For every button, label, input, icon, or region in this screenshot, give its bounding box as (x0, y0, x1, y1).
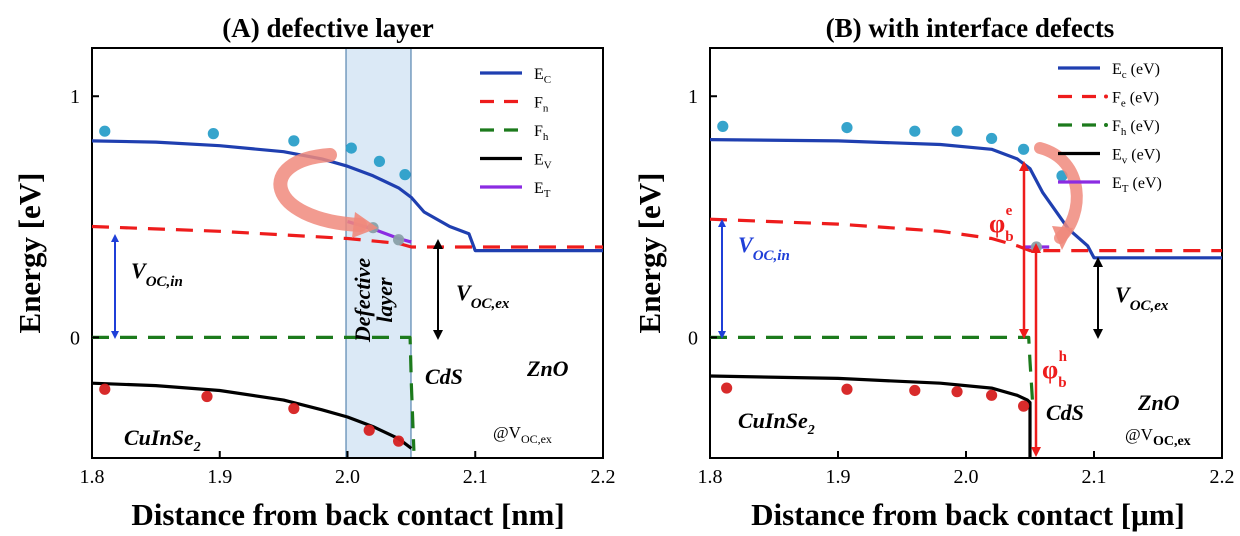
x-tick-label: 2.0 (954, 466, 979, 488)
data-point (841, 121, 853, 134)
legend-label: ET (eV) (1112, 175, 1162, 195)
panel-a-title: (A) defective layer (222, 13, 433, 43)
data-point (207, 128, 219, 140)
voc-ex-label: VOC,ex (456, 280, 510, 312)
interface-transition-arrow (1034, 142, 1083, 244)
data-point (1018, 143, 1030, 155)
data-point (951, 386, 963, 398)
phi-h-label: φbh (1042, 349, 1068, 391)
data-point (99, 383, 111, 395)
x-tick-label: 1.9 (207, 466, 232, 488)
data-point (393, 234, 405, 246)
b-cuinse2-label: CuInSe2 (738, 408, 815, 438)
x-tick-label: 1.9 (826, 466, 851, 488)
data-point (909, 125, 921, 137)
y-tick-label: 0 (70, 327, 80, 349)
series-line-a-3 (91, 381, 413, 450)
panel-b-title: (B) with interface defects (826, 13, 1115, 43)
panel-b-ylabel: Energy [eV] (632, 173, 667, 334)
data-point (363, 424, 375, 436)
zno-label: ZnO (526, 356, 569, 381)
panel-b-legend: Ec (eV) Fe (eV) Fh (eV) Ev (eV) ET (eV) (1058, 61, 1162, 195)
y-tick-label: 1 (688, 86, 698, 108)
phi-e-label: φbe (989, 203, 1014, 245)
data-point (373, 155, 386, 167)
legend-label: EV (534, 152, 552, 172)
panel-b-xlabel: Distance from back contact [μm] (751, 497, 1185, 532)
b-zno-label: ZnO (1137, 390, 1180, 415)
panel-a-series (91, 139, 603, 451)
legend-label: Ev (eV) (1112, 147, 1161, 167)
defective-layer-label: Defectivelayer (350, 258, 397, 343)
panel-a: (A) defective layer 1.8 1.9 2.0 2.1 2.2 0 1 VO… (12, 13, 616, 532)
voc-condition-label: @VOC,ex (493, 423, 552, 446)
x-tick-label: 1.8 (698, 466, 723, 488)
panel-a-ticks: 1.8 1.9 2.0 2.1 2.2 0 1 (70, 86, 616, 488)
legend-label: Ec (eV) (1112, 61, 1160, 81)
x-tick-label: 2.1 (463, 466, 488, 488)
series-line-a-0 (91, 139, 603, 253)
data-point (951, 125, 963, 137)
data-point (345, 142, 357, 154)
data-point (841, 383, 853, 395)
b-voc-in-label: VOC,in (738, 232, 790, 264)
cuinse2-label: CuInSe2 (124, 425, 201, 455)
series-line-b-0 (709, 138, 1222, 260)
data-point (288, 135, 300, 147)
transition-arrow-head (352, 212, 378, 238)
voc-in-label: VOC,in (131, 258, 183, 290)
x-tick-label: 2.0 (335, 466, 360, 488)
panel-b-series (709, 138, 1222, 458)
b-voc-ex-label: VOC,ex (1115, 282, 1169, 314)
panel-b-ticks: 1.8 1.9 2.0 2.1 2.2 0 1 (688, 86, 1235, 488)
data-point (99, 125, 111, 137)
data-point (909, 384, 921, 397)
data-point (721, 382, 733, 394)
series-line-b-2 (710, 335, 1035, 403)
series-line-a-1 (91, 224, 603, 249)
panel-a-ylabel: Energy [eV] (12, 173, 47, 334)
data-point (986, 132, 998, 145)
legend-label: Fe (eV) (1112, 90, 1159, 110)
panel-a-xlabel: Distance from back contact [nm] (131, 497, 564, 532)
panel-a-legend: EC Fn Fh EV ET (480, 66, 552, 200)
series-line-a-2 (92, 335, 416, 451)
x-tick-label: 2.2 (591, 466, 616, 488)
data-point (288, 402, 300, 415)
data-point (399, 169, 411, 181)
x-tick-label: 1.8 (80, 466, 105, 488)
b-cds-label: CdS (1046, 400, 1084, 425)
legend-label: Fh (eV) (1112, 118, 1160, 138)
data-point (1018, 400, 1030, 412)
legend-dot (1104, 123, 1108, 127)
b-voc-condition-label: @VOC,ex (1125, 425, 1191, 449)
panel-b: (B) with interface defects 1.8 1.9 2.0 2.1 2… (632, 13, 1235, 532)
y-tick-label: 0 (688, 327, 698, 349)
legend-label: EC (534, 66, 551, 86)
defective-layer-band (345, 47, 412, 459)
legend-dot (1104, 94, 1108, 99)
y-tick-label: 1 (70, 86, 80, 108)
x-tick-label: 2.2 (1210, 466, 1235, 488)
legend-label: Fh (534, 123, 549, 143)
data-point (717, 120, 729, 132)
legend-label: ET (534, 180, 551, 200)
data-point (986, 389, 998, 401)
transition-arrow (273, 148, 367, 232)
interface-transition-arrow-head (1052, 226, 1073, 250)
x-tick-label: 2.1 (1082, 466, 1107, 488)
cds-label: CdS (425, 364, 463, 389)
series-line-b-3 (709, 374, 1032, 458)
data-point (201, 390, 213, 403)
series-line-b-1 (709, 217, 1222, 253)
legend-label: Fn (534, 95, 549, 115)
data-point (393, 435, 405, 447)
panel-b-points (717, 120, 1068, 412)
